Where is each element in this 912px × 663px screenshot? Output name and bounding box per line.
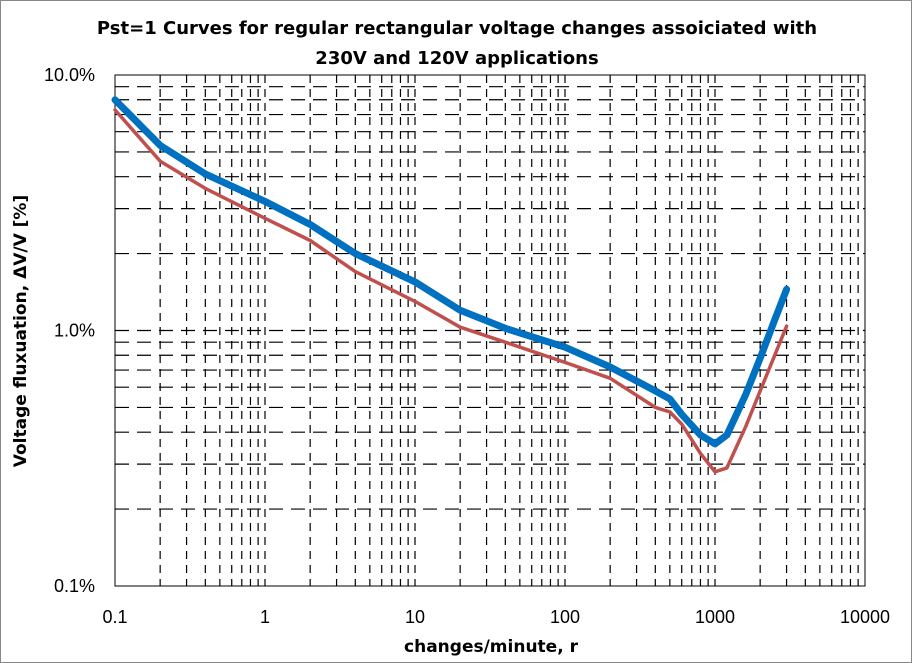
- x-tick-label: 1000: [695, 607, 735, 627]
- plot-area-border: [114, 74, 866, 587]
- y-axis-title: Voltage fluxuation, ΔV/V [%]: [11, 195, 31, 467]
- x-tick-label: 10: [405, 607, 425, 627]
- x-tick-label: 0.1: [102, 607, 127, 627]
- series-line-2: [113, 108, 789, 474]
- series-group: [111, 96, 791, 474]
- series-line-1: [111, 96, 791, 448]
- grid-lines: [115, 75, 865, 586]
- x-tick-labels: 0.1 1 10 100 1000 10000: [102, 607, 890, 627]
- chart-title-line-1: Pst=1 Curves for regular rectangular vol…: [97, 18, 817, 39]
- y-tick-labels: 0.1% 1.0% 10.0%: [44, 65, 95, 596]
- y-tick-label: 1.0%: [54, 321, 95, 341]
- y-tick-label: 10.0%: [44, 65, 95, 85]
- x-tick-label: 1: [260, 607, 270, 627]
- y-tick-label: 0.1%: [54, 576, 95, 596]
- x-tick-label: 10000: [840, 607, 890, 627]
- chart-title-line-2: 230V and 120V applications: [315, 48, 598, 69]
- x-axis-title: changes/minute, r: [404, 637, 579, 657]
- x-tick-label: 100: [550, 607, 580, 627]
